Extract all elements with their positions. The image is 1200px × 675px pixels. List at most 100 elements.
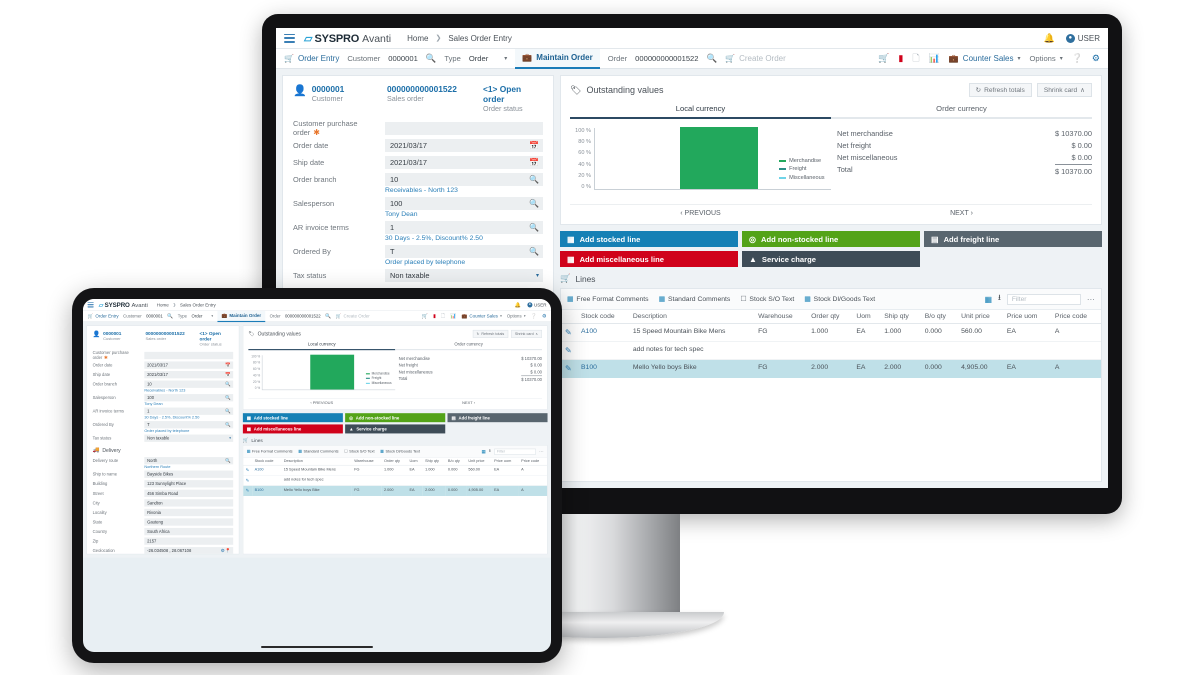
col-bo-qty[interactable]: B/o qty (445, 457, 467, 466)
ship-to-name-input[interactable]: Bayside Bikes (144, 470, 234, 478)
col-stock-code[interactable]: Stock code (577, 310, 629, 324)
add-freight-line-button[interactable]: ▤ Add freight line (924, 231, 1102, 247)
col-price-code[interactable]: Price code (518, 457, 548, 466)
table-row[interactable]: ✎ add notes for tech spec (561, 341, 1101, 360)
row-edit-cell[interactable]: ✎ (561, 359, 577, 378)
cell-stock-code[interactable]: A100 (252, 465, 282, 476)
pencil-icon[interactable]: ✎ (565, 364, 572, 373)
city-input[interactable]: Sandton (144, 498, 234, 507)
notification-bell-icon[interactable]: 🔔 (514, 301, 522, 308)
order-date-input[interactable]: 2021/03/17 📅 (144, 361, 234, 369)
standard-comments-button[interactable]: ▦ Standard Comments (298, 449, 338, 453)
filter-input[interactable]: Filter (494, 448, 536, 455)
download-icon[interactable]: ⭳ (489, 448, 491, 454)
table-row[interactable]: ✎ add notes for tech spec (243, 475, 548, 486)
col-price-uom[interactable]: Price uom (1002, 310, 1051, 324)
view-grid-icon[interactable]: ▦ (481, 448, 486, 454)
calendar-icon[interactable]: 📅 (225, 362, 231, 368)
document-icon[interactable]: 🗋 (912, 52, 920, 63)
search-icon[interactable]: 🔍 (529, 222, 539, 232)
search-icon[interactable]: 🔍 (529, 198, 539, 208)
row-edit-cell[interactable]: ✎ (561, 323, 577, 342)
cart-icon[interactable]: 🛒 (421, 313, 429, 319)
tab-create-order[interactable]: 🛒 Create Order (336, 314, 370, 319)
ellipsis-icon[interactable]: ⋯ (1086, 295, 1095, 304)
shrink-card-button[interactable]: Shrink card ∧ (510, 329, 542, 338)
gear-icon[interactable]: ⚙ (220, 547, 225, 553)
tab-maintain-order[interactable]: 💼 Maintain Order (515, 48, 600, 69)
chart-icon[interactable]: 📊 (450, 313, 457, 319)
refresh-totals-button[interactable]: ↻ Refresh totals (472, 329, 509, 338)
counter-sales-menu[interactable]: 💼 Counter Sales ▾ (949, 54, 1021, 63)
counter-sales-menu[interactable]: 💼 Counter Sales ▾ (461, 314, 501, 319)
row-edit-cell[interactable]: ✎ (243, 485, 253, 496)
user-menu[interactable]: ● USER (527, 302, 547, 308)
next-button[interactable]: NEXT › (395, 401, 542, 405)
customer-search-icon[interactable]: 🔍 (425, 53, 437, 63)
add-stocked-line-button[interactable]: ▦ Add stocked line (242, 413, 343, 423)
document-icon[interactable]: 🗋 (440, 312, 446, 319)
order-branch-input[interactable]: 10 🔍 (385, 172, 543, 186)
pencil-icon[interactable]: ✎ (565, 346, 572, 355)
col-description[interactable]: Description (628, 310, 755, 324)
ellipsis-icon[interactable]: ⋯ (539, 449, 544, 455)
calendar-icon[interactable]: 📅 (529, 140, 539, 150)
col-ship-qty[interactable]: Ship qty (880, 310, 921, 324)
order-search-icon[interactable]: 🔍 (706, 53, 718, 63)
service-charge-button[interactable]: ▲ Service charge (742, 251, 920, 267)
col-unit-price[interactable]: Unit price (466, 457, 492, 466)
customer-value[interactable]: 0000001 (388, 54, 418, 63)
row-edit-cell[interactable]: ✎ (561, 341, 577, 360)
search-icon[interactable]: 🔍 (225, 394, 231, 400)
add-stocked-line-button[interactable]: ▦ Add stocked line (560, 231, 738, 247)
pencil-icon[interactable]: ✎ (245, 467, 250, 473)
table-row[interactable]: ✎ A100 15 Speed Mountain Bike Mens FG 1.… (243, 465, 548, 476)
zip-input[interactable]: 2157 (144, 537, 234, 545)
options-menu[interactable]: Options ▾ (507, 314, 526, 319)
add-freight-line-button[interactable]: ▤ Add freight line (447, 413, 548, 423)
col-order-qty[interactable]: Order qty (807, 310, 853, 324)
col-uom[interactable]: Uom (852, 310, 881, 324)
col-description[interactable]: Description (281, 457, 352, 466)
map-pin-icon[interactable]: 📍 (225, 547, 231, 553)
ordered-by-input[interactable]: T 🔍 (385, 244, 543, 258)
type-select[interactable]: Order ▾ (469, 54, 507, 63)
col-stock-code[interactable]: Stock code (252, 457, 282, 466)
add-miscellaneous-line-button[interactable]: ▦ Add miscellaneous line (242, 424, 343, 434)
col-price-code[interactable]: Price code (1050, 310, 1101, 324)
row-edit-cell[interactable]: ✎ (243, 475, 253, 486)
previous-button[interactable]: ‹ PREVIOUS (570, 210, 831, 217)
stock-so-text-button[interactable]: ☐ Stock S/O Text (344, 449, 374, 453)
chevron-down-icon[interactable]: ▾ (229, 436, 231, 440)
locality-input[interactable]: Rivonia (144, 508, 234, 516)
gear-icon[interactable]: ⚙ (1091, 53, 1100, 63)
order-search-icon[interactable]: 🔍 (325, 313, 332, 319)
customer-search-icon[interactable]: 🔍 (167, 313, 174, 319)
filter-input[interactable]: Filter (1006, 293, 1081, 305)
download-icon[interactable]: ⭳ (998, 293, 1001, 302)
building-input[interactable]: 123 Sunnylight Place (144, 479, 234, 488)
notification-bell-icon[interactable]: 🔔 (1043, 32, 1055, 43)
table-row[interactable]: ✎ A100 15 Speed Mountain Bike Mens FG 1.… (561, 323, 1101, 342)
tab-order-currency[interactable]: Order currency (831, 104, 1092, 119)
order-value[interactable]: 000000000001522 (635, 54, 699, 63)
breadcrumb-home[interactable]: Home (407, 33, 429, 43)
help-circle-icon[interactable]: ❔ (1071, 53, 1083, 63)
search-icon[interactable]: 🔍 (225, 408, 231, 414)
salesperson-input[interactable]: 100 🔍 (385, 196, 543, 210)
user-menu[interactable]: ● USER (1065, 33, 1100, 43)
ship-date-input[interactable]: 2021/03/17 📅 (385, 155, 543, 169)
order-value[interactable]: 000000000001522 (285, 313, 321, 319)
cell-stock-code[interactable]: A100 (577, 323, 629, 342)
col-warehouse[interactable]: Warehouse (351, 457, 382, 466)
stock-dl-goods-text-button[interactable]: ▦ Stock Dl/Goods Text (380, 449, 420, 453)
col-unit-price[interactable]: Unit price (957, 310, 1003, 324)
cell-stock-code[interactable]: B100 (252, 485, 282, 496)
col-price-uom[interactable]: Price uom (491, 457, 519, 466)
calendar-icon[interactable]: 📅 (225, 371, 231, 377)
geolocation-input[interactable]: -26.034508 , 28.067108 📍 ⚙ (144, 546, 234, 554)
type-select[interactable]: Order ▾ (191, 314, 213, 319)
chart-icon[interactable]: 📊 (928, 53, 940, 63)
delete-icon[interactable]: ▮ (898, 53, 904, 63)
service-charge-button[interactable]: ▲ Service charge (345, 424, 446, 434)
